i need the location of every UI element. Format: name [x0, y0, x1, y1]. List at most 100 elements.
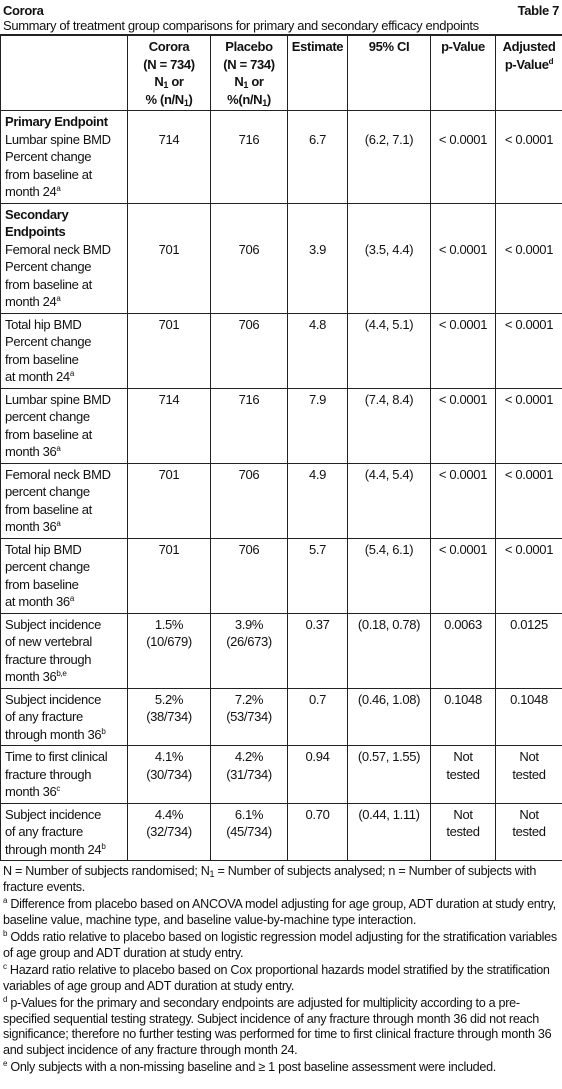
- text: Only subjects with a non-missing baselin…: [7, 1060, 496, 1074]
- cell-line: Lumbar spine BMD: [5, 131, 111, 147]
- cell-line: Percent change: [5, 259, 92, 274]
- cell-line: Corora: [148, 39, 190, 54]
- cell: 706: [210, 240, 288, 314]
- cell-line: 714: [158, 131, 180, 147]
- cell-line: at month 24a: [5, 368, 124, 386]
- cell: 0.7: [287, 687, 348, 746]
- cell-line: month 24a: [5, 183, 124, 201]
- cell: 6.1% (45/734): [210, 802, 288, 861]
- cell-line: %(n/N1): [214, 91, 284, 109]
- empty-cell: [347, 202, 431, 241]
- cell-line: 701: [158, 241, 180, 257]
- cell-line: 5.7: [308, 541, 327, 557]
- cell: < 0.0001: [495, 240, 562, 314]
- empty-cell: [430, 110, 496, 131]
- text: p-Value: [504, 56, 549, 72]
- cell-line: < 0.0001: [504, 316, 554, 332]
- superscript: b: [3, 929, 8, 938]
- cell-line: 0.37: [305, 616, 330, 632]
- cell-line: from baseline at: [5, 166, 92, 182]
- cell: < 0.0001: [495, 387, 562, 464]
- cell-line: Subject incidence: [5, 806, 101, 822]
- cell: < 0.0001: [495, 312, 562, 389]
- cell-line: 701: [158, 541, 180, 557]
- section-row: Primary Endpoint: [0, 110, 562, 131]
- cell-line: Not: [453, 806, 473, 822]
- section-label: Primary Endpoint: [0, 110, 128, 131]
- cell-line: 95% CI: [368, 39, 410, 54]
- cell-line: 1.5%: [154, 616, 184, 632]
- cell-line: Percent change: [5, 334, 92, 349]
- cell-line: tested: [446, 766, 480, 782]
- cell-line: 0.0063: [444, 616, 482, 632]
- text: N: [154, 74, 164, 89]
- cell-line: from baseline at: [5, 501, 92, 517]
- empty-cell: [430, 202, 496, 241]
- cell-line: < 0.0001: [438, 316, 488, 332]
- title: Corora: [3, 3, 44, 18]
- column-header: Placebo (N = 734) N1 or %(n/N1): [210, 35, 288, 111]
- text: % (n/N: [145, 91, 185, 107]
- cell-line: N1 or: [214, 73, 284, 91]
- cell-line: 0.7: [308, 691, 327, 707]
- cell-line: 6.1%: [234, 806, 264, 822]
- cell-line: 3.9%: [234, 616, 264, 632]
- cell-line: of new vertebral: [5, 634, 92, 649]
- cell: 0.0125: [495, 612, 562, 689]
- empty-cell: [287, 110, 348, 131]
- superscript: a: [3, 896, 8, 905]
- cell-line: < 0.0001: [504, 131, 554, 147]
- text: or: [168, 74, 184, 89]
- text: through month 36: [5, 726, 102, 742]
- cell-line: 716: [238, 131, 260, 147]
- cell-line: tested: [446, 824, 480, 839]
- header: Corora Table 7: [0, 0, 562, 18]
- cell: 4.8: [287, 312, 348, 389]
- table: Corora (N = 734) N1 or% (n/N1) Placebo (N = …: [0, 35, 562, 861]
- cell-line: month 36b,e: [5, 668, 124, 686]
- text: month 36: [5, 784, 57, 799]
- cell: < 0.0001: [430, 130, 496, 204]
- cell: Subject incidence of any fracture through …: [0, 687, 128, 746]
- footnote: a Difference from placebo based on ANCOV…: [3, 897, 559, 928]
- subscript: 1: [243, 80, 249, 90]
- superscript: e: [3, 1059, 8, 1068]
- table-body: Primary Endpoint Lumbar spine BMD Percent …: [0, 110, 562, 861]
- cell-line: (53/734): [226, 709, 272, 724]
- cell: < 0.0001: [430, 537, 496, 614]
- data-row: Subject incidence of any fracture through …: [0, 802, 562, 861]
- cell: 7.2% (53/734): [210, 687, 288, 746]
- cell-line: through month 36b: [5, 726, 124, 744]
- cell: Time to first clinical fracture through mo…: [0, 745, 128, 804]
- cell-line: 4.1%: [154, 749, 184, 764]
- cell: 0.1048: [495, 687, 562, 746]
- column-header: Adjusted p-Valued: [495, 35, 562, 111]
- cell: < 0.0001: [430, 240, 496, 314]
- cell-line: 0.1048: [510, 691, 548, 707]
- cell: 4.2% (31/734): [210, 745, 288, 804]
- cell-line: < 0.0001: [504, 241, 554, 257]
- cell-line: p-Valued: [499, 56, 559, 74]
- cell: < 0.0001: [430, 387, 496, 464]
- cell-line: of any fracture: [5, 709, 83, 724]
- superscript: b: [101, 726, 106, 736]
- cell: (0.57, 1.55): [347, 745, 431, 804]
- table-label: Table 7: [517, 3, 560, 18]
- cell: 701: [127, 312, 211, 389]
- footnote: e Only subjects with a non-missing basel…: [3, 1060, 559, 1076]
- cell: 0.1048: [430, 687, 496, 746]
- cell: (0.18, 0.78): [347, 612, 431, 689]
- cell-line: Total hip BMD: [5, 316, 82, 332]
- cell: 701: [127, 537, 211, 614]
- cell-line: 4.8: [308, 316, 327, 332]
- text: Difference from placebo based on ANCOVA …: [3, 897, 556, 927]
- cell-line: 6.7: [308, 131, 327, 147]
- data-row: Subject incidence of any fracture through …: [0, 687, 562, 746]
- header-row: Corora (N = 734) N1 or% (n/N1) Placebo (N = …: [0, 35, 562, 111]
- cell-line: 4.4%: [154, 806, 184, 822]
- section-title: Primary Endpoint: [5, 114, 108, 129]
- cell: Total hip BMD Percent change from baseline…: [0, 312, 128, 389]
- cell: (5.4, 6.1): [347, 537, 431, 614]
- cell: 714: [127, 130, 211, 204]
- cell-line: 0.94: [305, 749, 330, 764]
